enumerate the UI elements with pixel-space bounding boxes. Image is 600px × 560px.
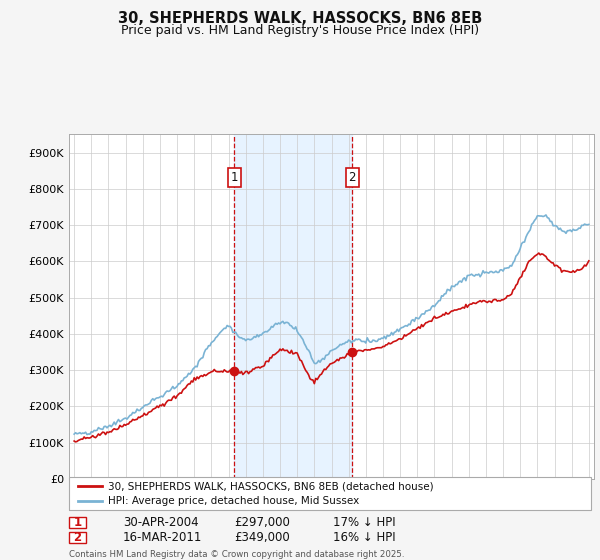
Text: 16% ↓ HPI: 16% ↓ HPI (333, 531, 395, 544)
Text: Contains HM Land Registry data © Crown copyright and database right 2025.
This d: Contains HM Land Registry data © Crown c… (69, 550, 404, 560)
Text: 30, SHEPHERDS WALK, HASSOCKS, BN6 8EB (detached house): 30, SHEPHERDS WALK, HASSOCKS, BN6 8EB (d… (108, 481, 434, 491)
Text: 30-APR-2004: 30-APR-2004 (123, 516, 199, 529)
Bar (234, 134, 352, 479)
Text: 1: 1 (73, 516, 82, 529)
Text: 16-MAR-2011: 16-MAR-2011 (123, 531, 202, 544)
Text: Price paid vs. HM Land Registry's House Price Index (HPI): Price paid vs. HM Land Registry's House … (121, 24, 479, 36)
Text: 17% ↓ HPI: 17% ↓ HPI (333, 516, 395, 529)
Text: HPI: Average price, detached house, Mid Sussex: HPI: Average price, detached house, Mid … (108, 496, 359, 506)
Text: 1: 1 (230, 171, 238, 184)
Text: £349,000: £349,000 (234, 531, 290, 544)
Text: 2: 2 (349, 171, 356, 184)
Text: 30, SHEPHERDS WALK, HASSOCKS, BN6 8EB: 30, SHEPHERDS WALK, HASSOCKS, BN6 8EB (118, 11, 482, 26)
Text: 2: 2 (73, 531, 82, 544)
Text: £297,000: £297,000 (234, 516, 290, 529)
